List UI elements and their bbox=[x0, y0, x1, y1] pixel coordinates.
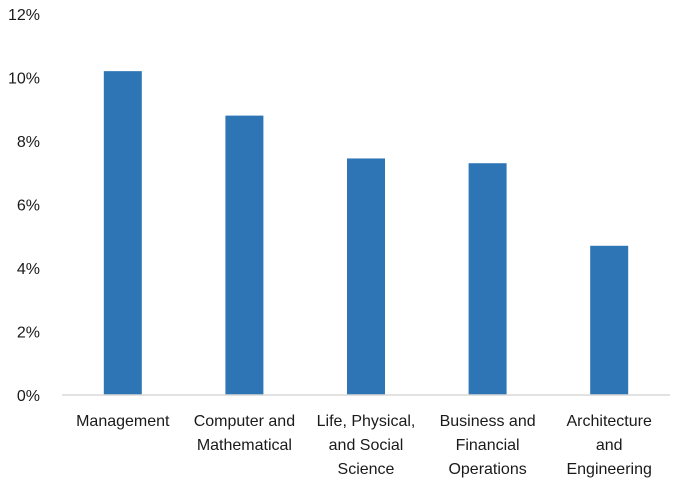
y-tick-label: 4% bbox=[17, 261, 40, 278]
x-category-label: Life, Physical, and Social Science bbox=[317, 413, 416, 478]
bar bbox=[347, 158, 385, 395]
bars bbox=[103, 71, 629, 396]
y-tick-label: 10% bbox=[8, 71, 40, 88]
x-category-label: Management bbox=[76, 413, 170, 430]
y-tick-label: 2% bbox=[17, 325, 40, 342]
x-axis-labels: Management Computer and Mathematical Life, … bbox=[76, 413, 652, 478]
y-tick-label: 0% bbox=[17, 388, 40, 405]
x-category-label: Business and Financial Operations bbox=[440, 413, 536, 478]
y-tick-label: 8% bbox=[17, 134, 40, 151]
x-category-label: Architecture and Engineering bbox=[566, 413, 651, 478]
bar bbox=[590, 245, 629, 395]
y-axis-ticks: 0% 2% 4% 6% 8% 10% 12% bbox=[8, 7, 40, 405]
bar bbox=[225, 115, 264, 395]
x-category-label: Computer and Mathematical bbox=[194, 413, 295, 454]
y-tick-label: 12% bbox=[8, 7, 40, 24]
bar bbox=[468, 163, 507, 395]
y-tick-label: 6% bbox=[17, 198, 40, 215]
bar bbox=[103, 71, 142, 396]
